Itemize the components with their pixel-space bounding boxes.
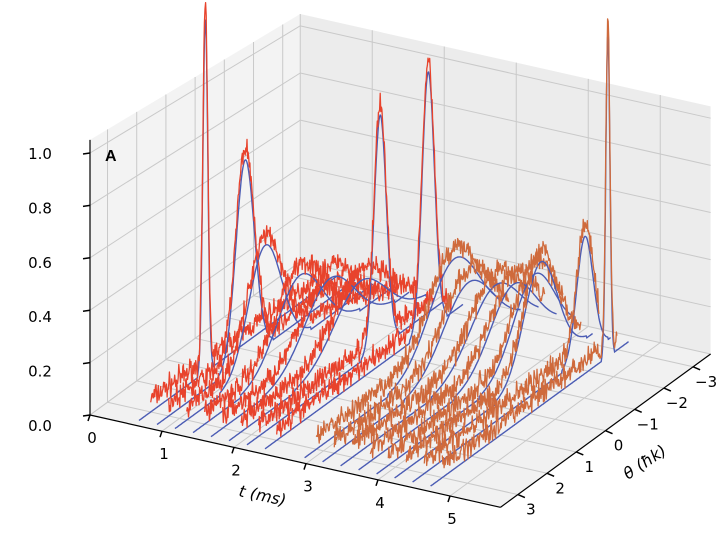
left-gridline-z xyxy=(89,166,301,311)
x-axis-label: t (ms) xyxy=(237,481,288,510)
back-pane xyxy=(300,14,711,354)
theta-tick-label: −3 xyxy=(695,373,717,391)
measured-curve xyxy=(369,262,546,459)
floor-gridline-theta xyxy=(107,401,519,496)
back-gridline-z xyxy=(300,72,711,166)
z-tick xyxy=(82,361,91,365)
z-tick xyxy=(82,152,91,155)
t-tick xyxy=(231,447,235,454)
z-tick xyxy=(82,309,91,312)
fit-curve xyxy=(430,35,629,487)
t-tick xyxy=(375,479,379,487)
theta-tick-label: −1 xyxy=(637,415,659,433)
fit-curve xyxy=(192,272,392,434)
z-tick xyxy=(82,204,91,208)
theta-tick-label: −2 xyxy=(666,394,688,412)
t-axis-line xyxy=(89,414,501,508)
t-tick xyxy=(303,463,307,470)
theta-tick xyxy=(546,472,555,477)
theta-tick-label: 2 xyxy=(555,479,565,497)
t-tick-label: 2 xyxy=(231,461,241,479)
measured-curve xyxy=(186,225,362,418)
axis-lines xyxy=(82,139,711,508)
z-tick-label: 1.0 xyxy=(28,145,52,163)
measured-curve xyxy=(405,240,582,463)
curves xyxy=(138,1,629,487)
back-gridline-z xyxy=(300,119,711,213)
measured-curve xyxy=(333,258,510,448)
measured-curve xyxy=(423,218,600,467)
back-gridline-z xyxy=(300,166,711,261)
measured-curve xyxy=(351,259,528,449)
floor-gridline-theta xyxy=(136,380,548,474)
back-gridline-z xyxy=(300,213,711,308)
panel-label: A xyxy=(105,148,117,165)
t-tick xyxy=(159,430,163,438)
theta-tick xyxy=(517,493,526,499)
measured-curve xyxy=(222,254,398,424)
measured-curve xyxy=(240,255,416,428)
z-tick-label: 0.2 xyxy=(28,363,52,381)
z-tick-label: 0.0 xyxy=(28,417,52,435)
back-gridline-z xyxy=(300,25,711,119)
measured-curve xyxy=(276,57,452,437)
z-tick-label: 0.6 xyxy=(28,254,52,272)
measured-curve xyxy=(168,138,344,413)
z-tick xyxy=(82,257,91,260)
theta-tick-label: 1 xyxy=(585,458,595,476)
theta-tick xyxy=(692,366,701,371)
theta-tick xyxy=(634,408,643,414)
tick-labels: 0 1 2 3 4 5 −3 −2 −1 0 1 2 3 0.0 0.2 0.4 0.6 0.8 1.0 xyxy=(28,145,717,528)
left-gridline-z xyxy=(89,119,301,259)
y-axis-label: θ (ħk) xyxy=(620,441,670,483)
measured-curve xyxy=(315,237,492,444)
theta-tick-label: 0 xyxy=(614,437,624,455)
back-gridline-z xyxy=(300,261,711,355)
z-tick-label: 0.8 xyxy=(28,199,52,217)
t-tick-label: 0 xyxy=(87,429,97,447)
fit-curve xyxy=(156,159,356,426)
theta-tick xyxy=(605,429,613,435)
z-tick xyxy=(82,414,91,417)
left-gridline-z xyxy=(89,261,301,416)
t-tick xyxy=(87,414,91,422)
t-tick-label: 3 xyxy=(303,478,313,496)
measured-curve xyxy=(258,92,434,433)
left-gridline-z xyxy=(89,25,301,154)
theta-tick xyxy=(576,451,584,456)
theta-tick-label: 3 xyxy=(526,501,536,519)
left-gridline-z xyxy=(89,72,301,206)
theta-tick xyxy=(663,387,672,392)
t-tick-label: 1 xyxy=(159,445,169,463)
t-tick-label: 5 xyxy=(447,510,457,528)
t-tick-label: 4 xyxy=(375,494,385,512)
measured-curve xyxy=(441,18,618,469)
fit-curve xyxy=(264,71,464,450)
z-tick-label: 0.4 xyxy=(28,308,52,326)
t-tick xyxy=(447,495,451,503)
